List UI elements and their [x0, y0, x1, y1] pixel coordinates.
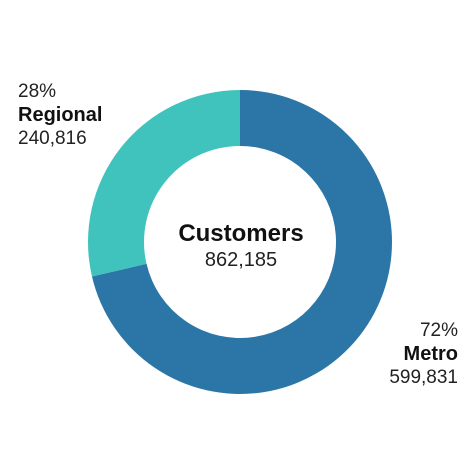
metro-value-label: 599,831 [389, 367, 458, 388]
regional-percent-label: 28% [18, 81, 56, 102]
center-total-value: 862,185 [205, 249, 277, 271]
regional-value-label: 240,816 [18, 128, 87, 149]
center-title: Customers [178, 220, 303, 247]
slice-regional [87, 90, 240, 277]
regional-name-label: Regional [18, 104, 102, 126]
metro-percent-label: 72% [420, 320, 458, 341]
donut-slices [87, 90, 392, 394]
slice-metro [91, 90, 392, 394]
metro-name-label: Metro [404, 343, 458, 365]
